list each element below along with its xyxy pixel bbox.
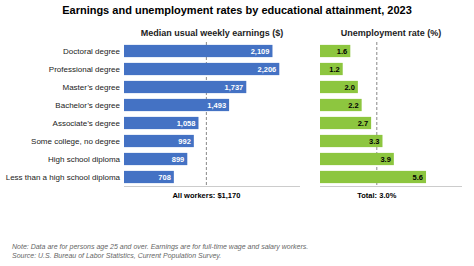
note-line: Note: Data are for persons age 25 and ov…: [12, 243, 308, 251]
axis-line: [124, 186, 300, 187]
bar: [124, 99, 229, 111]
data-label: 2.2: [348, 101, 358, 110]
data-label: 3.9: [380, 155, 390, 164]
bar: [320, 117, 371, 129]
data-label: 2,206: [258, 65, 277, 74]
bar: [320, 135, 382, 147]
category-label: Master’s degree: [62, 83, 120, 92]
bar: [124, 153, 187, 165]
note: Note: Data are for persons age 25 and ov…: [12, 243, 308, 260]
data-label: 1,058: [177, 119, 196, 128]
data-label: 1,737: [225, 83, 244, 92]
category-label: Some college, no degree: [31, 137, 121, 146]
note-line: Source: U.S. Bureau of Labor Statistics,…: [12, 252, 221, 260]
subtitle: Unemployment rate (%): [341, 28, 442, 38]
bar: [124, 171, 174, 183]
bar: [124, 63, 279, 75]
data-label: 992: [178, 137, 191, 146]
category-label: Associate’s degree: [53, 119, 121, 128]
bar: [320, 99, 362, 111]
annotation: Total: 3.0%: [357, 191, 396, 200]
bar: [320, 45, 350, 57]
bar: [124, 135, 194, 147]
category-label: High school diploma: [48, 155, 121, 164]
category-label: Less than a high school diploma: [6, 173, 121, 182]
data-label: 1.2: [329, 65, 339, 74]
plot-area: [124, 42, 279, 186]
data-label: 708: [158, 173, 171, 182]
bar: [320, 81, 358, 93]
annotation: All workers: $1,170: [172, 191, 240, 200]
data-label: 2.7: [358, 119, 368, 128]
title: Earnings and unemployment rates by educa…: [62, 4, 412, 16]
data-label: 3.3: [369, 137, 379, 146]
axis-line: [320, 186, 462, 187]
chart: Earnings and unemployment rates by educa…: [0, 0, 474, 266]
data-label: 5.6: [413, 173, 423, 182]
data-label: 2,109: [251, 47, 270, 56]
category-label: Doctoral degree: [63, 47, 120, 56]
data-label: 2.0: [344, 83, 354, 92]
data-label: 1,493: [207, 101, 226, 110]
bar: [320, 153, 394, 165]
category-label: Bachelor’s degree: [55, 101, 120, 110]
bar: [124, 117, 198, 129]
data-label: 899: [172, 155, 185, 164]
data-label: 1.6: [337, 47, 347, 56]
bar: [124, 45, 272, 57]
bar: [320, 171, 426, 183]
bar: [320, 63, 343, 75]
category-label: Professional degree: [49, 65, 121, 74]
bar: [124, 81, 246, 93]
plot-area: [320, 42, 426, 186]
subtitle: Median usual weekly earnings ($): [141, 28, 284, 38]
